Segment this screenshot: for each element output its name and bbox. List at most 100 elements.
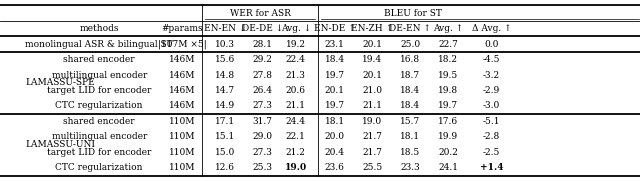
Text: 18.1: 18.1	[324, 117, 345, 126]
Text: +1.4: +1.4	[480, 163, 503, 172]
Text: 20.4: 20.4	[324, 148, 345, 157]
Text: 21.3: 21.3	[285, 71, 306, 79]
Text: 20.1: 20.1	[362, 40, 383, 49]
Text: 19.8: 19.8	[438, 86, 458, 95]
Text: 14.9: 14.9	[215, 102, 236, 110]
Text: 18.2: 18.2	[438, 55, 458, 64]
Text: -2.9: -2.9	[483, 86, 500, 95]
Text: 20.1: 20.1	[324, 86, 345, 95]
Text: multilingual encoder: multilingual encoder	[51, 71, 147, 79]
Text: 18.4: 18.4	[400, 102, 420, 110]
Text: 19.5: 19.5	[438, 71, 458, 79]
Text: 12.6: 12.6	[215, 163, 236, 172]
Text: 25.0: 25.0	[400, 40, 420, 49]
Text: 19.7: 19.7	[438, 102, 458, 110]
Text: 23.3: 23.3	[401, 163, 420, 172]
Text: 21.2: 21.2	[285, 148, 306, 157]
Text: 19.7: 19.7	[324, 102, 345, 110]
Text: -3.2: -3.2	[483, 71, 500, 79]
Text: 31.7: 31.7	[252, 117, 273, 126]
Text: 146M: 146M	[169, 86, 196, 95]
Text: 0.0: 0.0	[484, 40, 499, 49]
Text: 146M: 146M	[169, 71, 196, 79]
Text: 146M: 146M	[169, 55, 196, 64]
Text: 14.7: 14.7	[215, 86, 236, 95]
Text: 22.1: 22.1	[285, 132, 306, 141]
Text: 19.2: 19.2	[285, 40, 306, 49]
Text: 20.1: 20.1	[362, 71, 383, 79]
Text: 21.1: 21.1	[362, 102, 383, 110]
Text: 17.1: 17.1	[215, 117, 236, 126]
Text: 22.7: 22.7	[438, 40, 458, 49]
Text: 18.5: 18.5	[400, 148, 420, 157]
Text: 21.1: 21.1	[285, 102, 306, 110]
Text: Δ Avg. ↑: Δ Avg. ↑	[472, 24, 511, 33]
Text: 17.6: 17.6	[438, 117, 458, 126]
Text: 19.9: 19.9	[438, 132, 458, 141]
Text: WER for ASR: WER for ASR	[230, 9, 291, 18]
Text: 27.3: 27.3	[252, 102, 273, 110]
Text: 110M: 110M	[169, 117, 196, 126]
Text: CTC regularization: CTC regularization	[56, 102, 143, 110]
Text: 14.8: 14.8	[215, 71, 236, 79]
Text: 20.2: 20.2	[438, 148, 458, 157]
Text: multilingual encoder: multilingual encoder	[51, 132, 147, 141]
Text: 29.2: 29.2	[252, 55, 273, 64]
Text: EN-DE ↑: EN-DE ↑	[314, 24, 356, 33]
Text: -2.8: -2.8	[483, 132, 500, 141]
Text: 27.3: 27.3	[252, 148, 273, 157]
Text: CTC regularization: CTC regularization	[56, 163, 143, 172]
Text: 23.1: 23.1	[324, 40, 345, 49]
Text: 25.5: 25.5	[362, 163, 383, 172]
Text: 28.1: 28.1	[252, 40, 273, 49]
Text: -5.1: -5.1	[483, 117, 500, 126]
Text: 110M: 110M	[169, 132, 196, 141]
Text: 15.6: 15.6	[215, 55, 236, 64]
Text: -3.0: -3.0	[483, 102, 500, 110]
Text: -4.5: -4.5	[483, 55, 500, 64]
Text: Avg. ↓: Avg. ↓	[280, 24, 311, 33]
Text: monolingual ASR & bilingual ST: monolingual ASR & bilingual ST	[26, 40, 173, 49]
Text: 24.4: 24.4	[285, 117, 306, 126]
Text: 21.7: 21.7	[362, 148, 383, 157]
Text: 20.6: 20.6	[285, 86, 306, 95]
Text: BLEU for ST: BLEU for ST	[384, 9, 442, 18]
Text: 15.0: 15.0	[215, 148, 236, 157]
Text: Avg. ↑: Avg. ↑	[433, 24, 463, 33]
Text: 19.7: 19.7	[324, 71, 345, 79]
Text: -2.5: -2.5	[483, 148, 500, 157]
Text: LAMASSU-UNI: LAMASSU-UNI	[26, 140, 95, 149]
Text: 18.7: 18.7	[400, 71, 420, 79]
Text: 18.1: 18.1	[400, 132, 420, 141]
Text: EN-ZH ↑: EN-ZH ↑	[351, 24, 394, 33]
Text: 27.8: 27.8	[252, 71, 273, 79]
Text: 25.3: 25.3	[252, 163, 273, 172]
Text: LAMASSU-SPE: LAMASSU-SPE	[26, 78, 95, 87]
Text: DE-DE ↓: DE-DE ↓	[242, 24, 283, 33]
Text: 26.4: 26.4	[252, 86, 273, 95]
Text: 10.3: 10.3	[215, 40, 236, 49]
Text: 16.8: 16.8	[400, 55, 420, 64]
Text: 29.0: 29.0	[252, 132, 273, 141]
Text: 23.6: 23.6	[324, 163, 345, 172]
Text: 24.1: 24.1	[438, 163, 458, 172]
Text: 110M: 110M	[169, 148, 196, 157]
Text: target LID for encoder: target LID for encoder	[47, 86, 152, 95]
Text: 20.0: 20.0	[324, 132, 345, 141]
Text: 146M: 146M	[169, 102, 196, 110]
Text: 18.4: 18.4	[400, 86, 420, 95]
Text: 19.4: 19.4	[362, 55, 383, 64]
Text: 19.0: 19.0	[362, 117, 383, 126]
Text: 21.7: 21.7	[362, 132, 383, 141]
Text: 21.0: 21.0	[362, 86, 383, 95]
Text: shared encoder: shared encoder	[63, 55, 135, 64]
Text: |107M ×5|: |107M ×5|	[158, 39, 207, 49]
Text: 15.7: 15.7	[400, 117, 420, 126]
Text: 22.4: 22.4	[285, 55, 306, 64]
Text: shared encoder: shared encoder	[63, 117, 135, 126]
Text: 18.4: 18.4	[324, 55, 345, 64]
Text: #params: #params	[161, 24, 204, 33]
Text: methods: methods	[79, 24, 119, 33]
Text: DE-EN ↑: DE-EN ↑	[389, 24, 431, 33]
Text: 15.1: 15.1	[215, 132, 236, 141]
